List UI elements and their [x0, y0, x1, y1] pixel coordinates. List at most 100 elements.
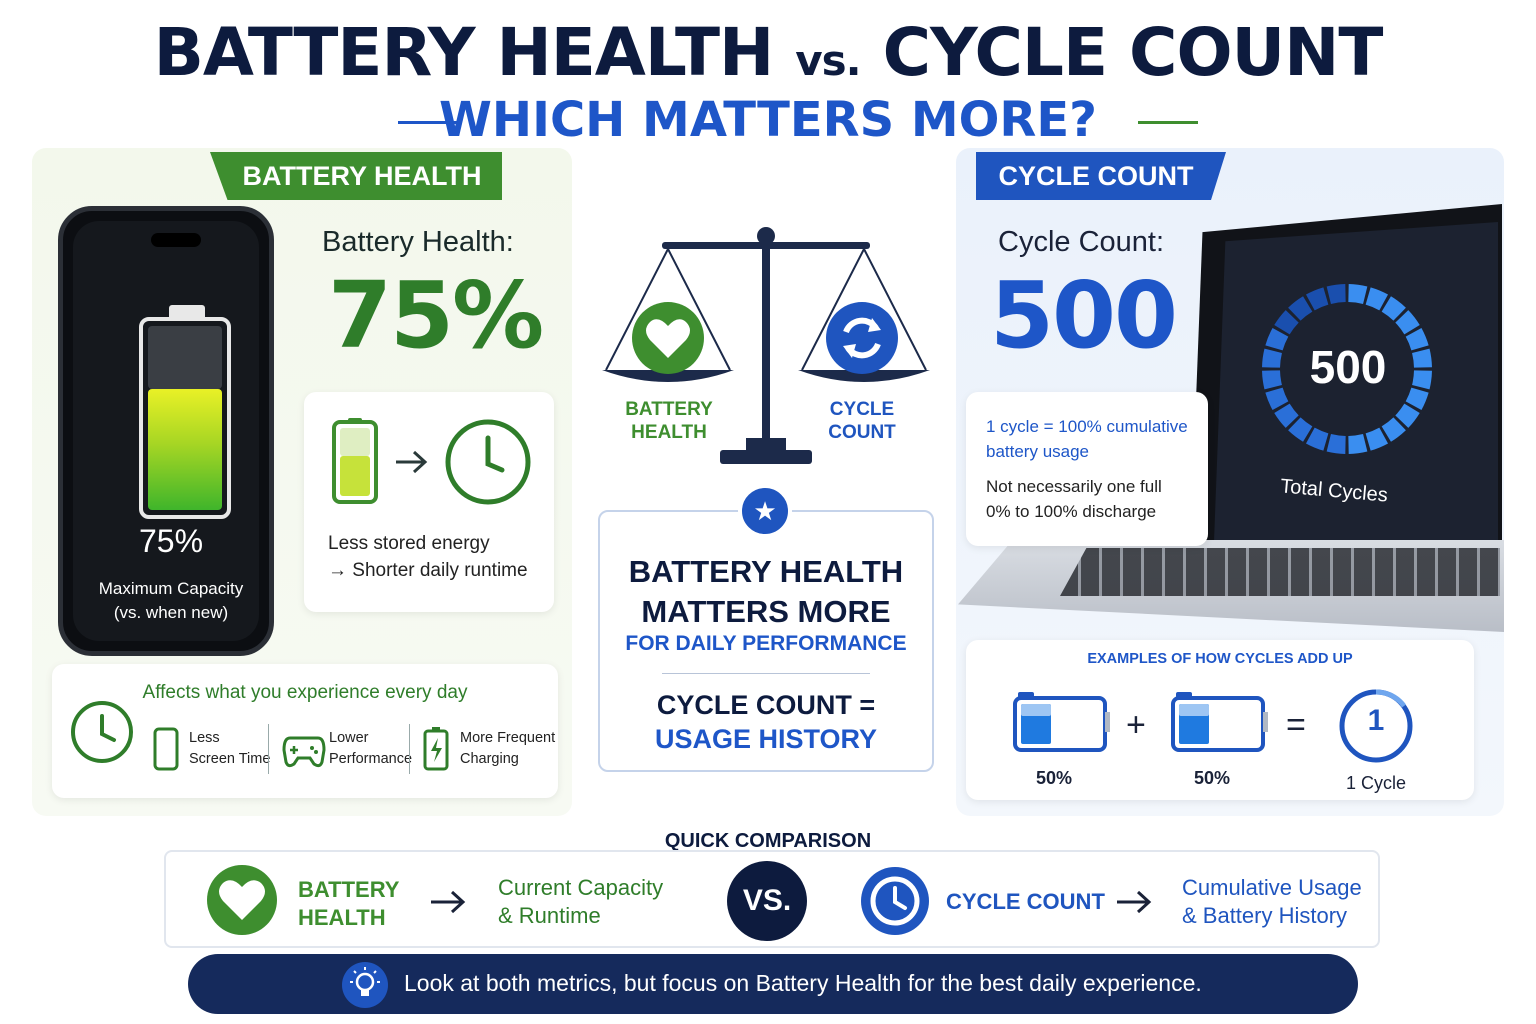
verdict-subline: FOR DAILY PERFORMANCE [625, 632, 907, 655]
item-line-1: Lower [329, 730, 369, 746]
phone-notch [151, 233, 201, 247]
half-battery-icon [1171, 692, 1268, 752]
battery-health-label: Battery Health: [322, 226, 514, 258]
phone-icon [153, 727, 179, 771]
caption-line-1: Maximum Capacity [98, 579, 244, 598]
comparison-right-label: CYCLE COUNT [946, 889, 1105, 914]
verdict-cycle-line-2: USAGE HISTORY [654, 724, 878, 754]
battery-health-tab: BATTERY HEALTH [210, 152, 502, 200]
ring-segment [1405, 387, 1429, 411]
ring-segment [1274, 310, 1299, 335]
scale-frame [602, 227, 930, 464]
phone-screen: 75% Maximum Capacity (vs. when new) [73, 221, 259, 641]
ring-segment [1288, 417, 1313, 442]
ring-value: 500 [1309, 341, 1387, 393]
battery-health-value: 75% [328, 262, 544, 369]
comparison-left-desc: Current Capacity & Runtime [498, 874, 663, 930]
battery-icon [139, 317, 231, 519]
ring-segment [1262, 348, 1283, 368]
footer-text: Look at both metrics, but focus on Batte… [404, 970, 1202, 996]
ring-segment [1348, 433, 1368, 454]
heart-icon [207, 865, 277, 935]
battery-to-clock-icons [332, 418, 531, 505]
cycle-count-label: Cycle Count: [998, 226, 1165, 258]
def-line-1: 1 cycle = 100% cumulative [986, 417, 1188, 436]
lightbulb-glyph [350, 967, 380, 996]
def-line-4: 0% to 100% discharge [986, 502, 1157, 521]
experience-item-screen-time: Less Screen Time [189, 728, 270, 770]
page-subtitle: WHICH MATTERS MORE? [438, 92, 1098, 148]
headline-line-1: BATTERY HEALTH [628, 554, 904, 589]
ring-segment [1262, 370, 1283, 390]
ring-segment [1348, 284, 1368, 305]
equals-sign: = [1286, 706, 1306, 744]
divider [662, 673, 870, 674]
desc-line-1: Cumulative Usage [1182, 875, 1362, 900]
cycle-ring-gauge [1262, 284, 1432, 454]
ring-segment [1381, 296, 1406, 321]
ring-segment [1265, 327, 1289, 351]
experience-item-performance: Lower Performance [329, 728, 412, 770]
example-a-label: 50% [1035, 768, 1073, 788]
item-line-1: Less [189, 730, 220, 746]
heart-badge-icon [632, 302, 704, 374]
label-line-1: CYCLE [829, 399, 895, 420]
energy-text: Less stored energy → Shorter daily runti… [328, 530, 528, 584]
ring-segment [1288, 296, 1313, 321]
desc-line-1: Current Capacity [498, 875, 664, 900]
clock-icon [445, 419, 531, 505]
cycle-examples-card: EXAMPLES OF HOW CYCLES ADD UP + = 1 50% … [966, 640, 1474, 800]
item-line-2: Charging [460, 751, 519, 767]
definition-secondary: Not necessarily one full 0% to 100% disc… [986, 474, 1162, 524]
divider [409, 724, 410, 774]
energy-line-1: Less stored energy [328, 533, 490, 554]
scale-label-battery-health: BATTERY HEALTH [618, 398, 720, 444]
ring-segment [1411, 370, 1432, 390]
ring-segment [1395, 310, 1420, 335]
ring-segment [1326, 284, 1346, 305]
verdict-headline: BATTERY HEALTH MATTERS MORE [600, 552, 932, 632]
ring-segment [1274, 403, 1299, 428]
example-b-label: 50% [1193, 768, 1231, 788]
arrow-right-icon [431, 890, 466, 914]
quick-comparison-title: QUICK COMPARISON [664, 830, 872, 852]
def-line-3: Not necessarily one full [986, 477, 1162, 496]
energy-line-2: → Shorter daily runtime [328, 560, 528, 581]
ring-segment [1326, 433, 1346, 454]
ring-segment [1395, 403, 1420, 428]
comparison-right-desc: Cumulative Usage & Battery History [1182, 874, 1362, 930]
label-line-2: COUNT [828, 422, 896, 443]
subtitle-rule-left [398, 121, 458, 124]
sync-badge-icon [826, 302, 898, 374]
ring-segment [1365, 287, 1389, 311]
item-line-1: More Frequent [460, 730, 556, 746]
ring-segment [1405, 327, 1429, 351]
vs-badge: VS. [727, 861, 807, 941]
small-battery-icon [332, 418, 378, 504]
one-cycle-number: 1 [1367, 704, 1385, 737]
experience-card: Affects what you experience every day Le… [52, 664, 558, 798]
lightbulb-icon [342, 962, 388, 1008]
balance-scale-illustration [602, 227, 930, 464]
ring-segment [1305, 287, 1329, 311]
label-line-1: BATTERY [625, 399, 713, 420]
gamepad-icon [282, 736, 326, 768]
experience-title: Affects what you experience every day [142, 682, 468, 703]
laptop-display [1214, 222, 1498, 542]
definition-primary: 1 cycle = 100% cumulative battery usage [986, 414, 1188, 464]
energy-card: Less stored energy → Shorter daily runti… [304, 392, 554, 612]
phone-battery-caption: Maximum Capacity (vs. when new) [73, 577, 269, 625]
divider [268, 724, 269, 774]
item-line-2: Screen Time [189, 751, 271, 767]
ring-segment [1365, 427, 1389, 451]
arrow-right-icon [1117, 890, 1152, 914]
half-battery-icon [1013, 692, 1110, 752]
label-line-2: HEALTH [631, 422, 707, 443]
charging-battery-icon [423, 727, 449, 771]
examples-title: EXAMPLES OF HOW CYCLES ADD UP [1087, 651, 1353, 667]
desc-line-2: & Battery History [1182, 903, 1348, 928]
headline-line-2: MATTERS MORE [641, 594, 891, 629]
subtitle-rule-right [1138, 121, 1198, 124]
ring-segment [1411, 348, 1432, 368]
clock-icon [71, 701, 133, 763]
